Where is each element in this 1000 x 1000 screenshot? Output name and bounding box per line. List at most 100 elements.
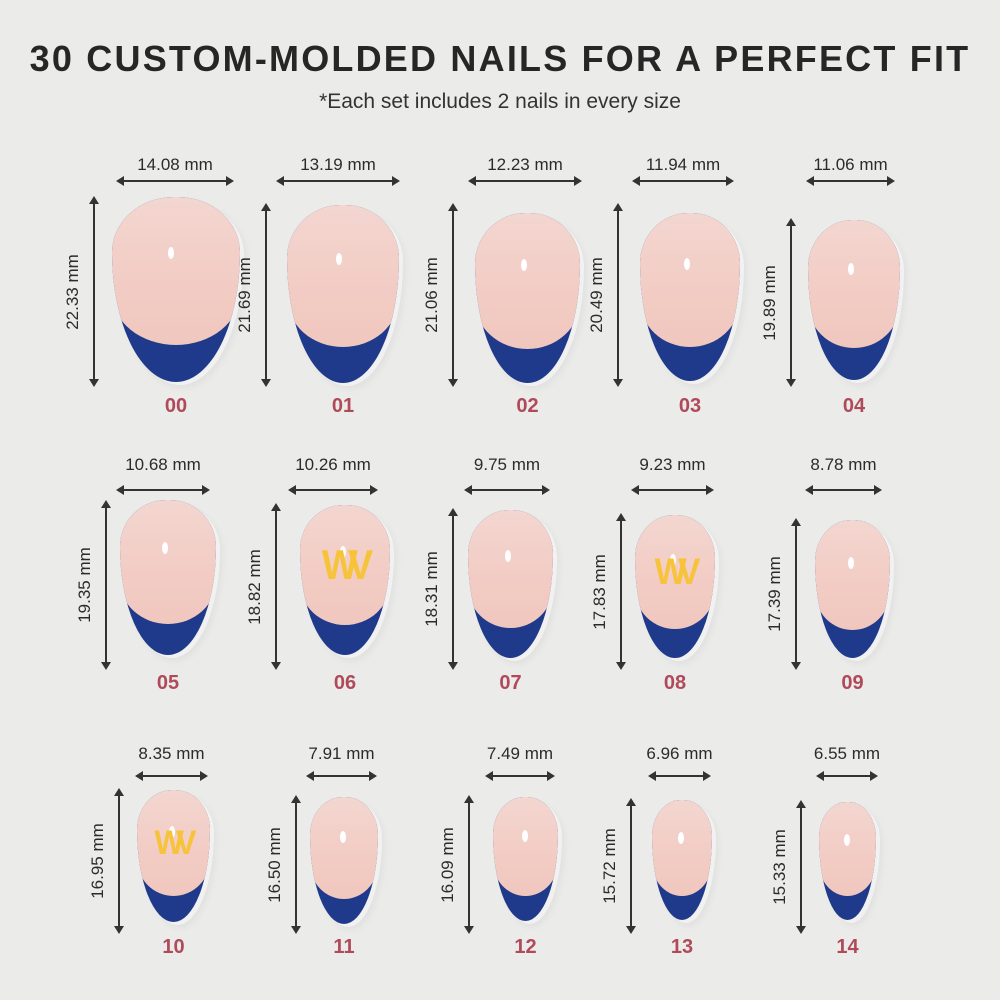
width-arrow-icon	[648, 771, 711, 781]
press-on-nail	[468, 510, 553, 658]
press-on-nail	[287, 205, 399, 383]
shine-highlight	[162, 542, 168, 554]
shine-highlight	[340, 831, 346, 843]
width-measurement-label: 9.23 mm	[639, 455, 706, 474]
length-arrow-icon	[626, 798, 636, 934]
shine-highlight	[505, 550, 511, 562]
length-arrow-icon	[448, 203, 458, 387]
width-measurement-label: 8.35 mm	[138, 744, 205, 763]
nail-base	[493, 797, 558, 896]
width-arrow-icon	[116, 485, 210, 495]
width-measurement-label: 6.55 mm	[813, 744, 881, 763]
length-measurement-label: 21.69 mm	[235, 257, 254, 333]
size-number-label: 08	[663, 672, 687, 694]
press-on-nail	[815, 520, 890, 658]
length-arrow-icon	[114, 788, 124, 934]
size-number-label: 07	[499, 672, 522, 694]
length-arrow-icon	[271, 503, 281, 670]
size-number-label: 09	[841, 672, 864, 694]
width-measurement-label: 14.08 mm	[137, 155, 213, 174]
wv-logo-icon: WV	[321, 542, 373, 590]
length-arrow-icon	[791, 518, 801, 670]
shine-highlight	[340, 546, 346, 558]
press-on-nail	[120, 500, 216, 655]
press-on-nail	[808, 220, 900, 380]
nail-base	[468, 510, 553, 628]
length-measurement-label: 19.89 mm	[760, 264, 779, 341]
width-arrow-icon	[306, 771, 377, 781]
page-title: 30 CUSTOM-MOLDED NAILS FOR A PERFECT FIT	[29, 38, 971, 79]
length-measurement-label: 18.31 mm	[422, 551, 441, 627]
width-arrow-icon	[464, 485, 550, 495]
length-measurement-label: 21.06 mm	[422, 257, 441, 333]
width-measurement-label: 11.94 mm	[645, 155, 721, 174]
width-arrow-icon	[631, 485, 714, 495]
size-number-label: 02	[516, 395, 539, 417]
width-measurement-label: 11.06 mm	[813, 155, 888, 174]
press-on-nail	[640, 213, 740, 381]
length-measurement-label: 15.33 mm	[770, 829, 789, 905]
width-measurement-label: 9.75 mm	[473, 455, 541, 474]
size-number-label: 01	[331, 395, 355, 417]
length-arrow-icon	[101, 500, 111, 670]
wv-logo-icon: WV	[654, 551, 701, 593]
length-measurement-label: 16.50 mm	[265, 826, 284, 903]
width-arrow-icon	[116, 176, 234, 186]
length-measurement-label: 19.35 mm	[75, 547, 94, 623]
press-on-nail	[493, 797, 558, 921]
width-arrow-icon	[805, 485, 882, 495]
length-measurement-label: 18.82 mm	[245, 548, 264, 625]
width-measurement-label: 10.68 mm	[125, 455, 201, 474]
shine-highlight	[168, 247, 174, 259]
size-number-label: 05	[156, 672, 180, 694]
length-arrow-icon	[613, 203, 623, 387]
shine-highlight	[670, 554, 676, 566]
width-measurement-label: 7.91 mm	[308, 744, 375, 763]
nail-base	[120, 500, 216, 624]
wv-logo-icon: WV	[154, 823, 197, 862]
size-number-label: 11	[333, 936, 355, 958]
size-number-label: 13	[670, 936, 694, 958]
length-arrow-icon	[291, 795, 301, 934]
press-on-nail	[310, 797, 378, 924]
width-measurement-label: 13.19 mm	[300, 155, 376, 174]
page-subtitle: *Each set includes 2 nails in every size	[319, 90, 681, 113]
width-measurement-label: 7.49 mm	[486, 744, 554, 763]
length-measurement-label: 17.83 mm	[590, 553, 609, 630]
shine-highlight	[522, 830, 528, 842]
length-arrow-icon	[786, 218, 796, 387]
nail-base	[287, 205, 399, 347]
width-arrow-icon	[816, 771, 878, 781]
length-arrow-icon	[89, 196, 99, 387]
size-number-label: 14	[836, 936, 859, 958]
press-on-nail	[819, 802, 876, 920]
nail-base	[310, 797, 378, 899]
nail-base	[475, 213, 580, 349]
nail-base	[635, 515, 715, 629]
width-arrow-icon	[468, 176, 582, 186]
length-arrow-icon	[464, 795, 474, 934]
size-number-label: 04	[842, 395, 866, 417]
nail-base	[300, 505, 390, 625]
shine-highlight	[521, 259, 527, 271]
length-measurement-label: 16.09 mm	[438, 826, 457, 903]
press-on-nail	[475, 213, 580, 383]
nail-base	[815, 520, 890, 630]
length-arrow-icon	[616, 513, 626, 670]
width-measurement-label: 10.26 mm	[295, 455, 371, 474]
nail-base	[640, 213, 740, 347]
length-measurement-label: 17.39 mm	[765, 556, 784, 632]
size-number-label: 12	[514, 936, 537, 958]
shine-highlight	[844, 834, 850, 846]
size-number-label: 00	[164, 395, 188, 417]
press-on-nail: WV	[635, 515, 715, 658]
length-measurement-label: 16.95 mm	[88, 823, 107, 899]
press-on-nail	[652, 800, 712, 920]
length-measurement-label: 20.49 mm	[587, 257, 606, 333]
nail-base	[819, 802, 876, 896]
width-arrow-icon	[288, 485, 378, 495]
width-arrow-icon	[806, 176, 895, 186]
length-arrow-icon	[796, 800, 806, 934]
width-measurement-label: 12.23 mm	[487, 155, 563, 174]
nail-base	[808, 220, 900, 348]
